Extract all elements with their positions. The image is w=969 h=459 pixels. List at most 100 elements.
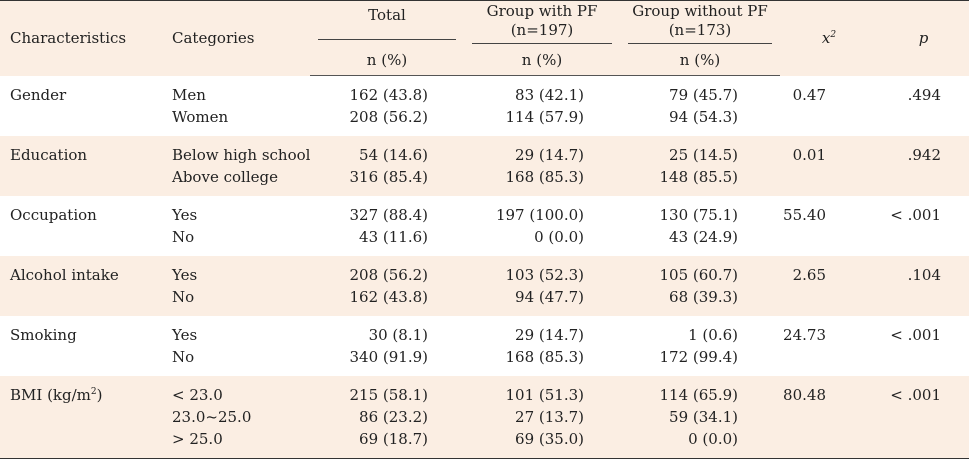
category: Men (172, 85, 206, 104)
category: < 23.0 (172, 386, 223, 404)
categories-cell: Men Women (162, 76, 310, 137)
value: 114 (65.9) (659, 386, 738, 404)
pf-cell: 29 (14.7) 168 (85.3) (464, 136, 620, 196)
value: 114 (57.9) (505, 108, 584, 126)
category: Yes (172, 266, 198, 284)
header-characteristics: Characteristics (0, 0, 162, 76)
category: No (172, 348, 195, 366)
value: 0 (0.0) (534, 228, 584, 246)
header-group-pf-rule (472, 40, 612, 44)
category: Yes (172, 326, 198, 344)
categories-cell: < 23.0 23.0~25.0 > 25.0 (162, 376, 310, 459)
header-total-label: Total (368, 6, 406, 24)
npf-cell: 79 (45.7) 94 (54.3) (620, 76, 780, 137)
value: 101 (51.3) (505, 386, 584, 404)
category: No (172, 228, 195, 246)
value: 86 (23.2) (359, 408, 428, 426)
category: Above college (172, 168, 278, 186)
p-cell: .104 (878, 256, 969, 316)
value: 162 (43.8) (349, 86, 428, 104)
p-cell: .942 (878, 136, 969, 196)
unit-pf: n (%) (464, 45, 620, 76)
pf-cell: 103 (52.3) 94 (47.7) (464, 256, 620, 316)
value: 148 (85.5) (659, 168, 738, 186)
categories-cell: Yes No (162, 196, 310, 256)
value: 69 (35.0) (515, 430, 584, 448)
pf-cell: 197 (100.0) 0 (0.0) (464, 196, 620, 256)
header-total-rule (318, 25, 456, 40)
value: 83 (42.1) (515, 86, 584, 104)
value: 215 (58.1) (349, 386, 428, 404)
chi-cell: 24.73 (783, 326, 826, 344)
npf-cell: 25 (14.5) 148 (85.5) (620, 136, 780, 196)
value: 25 (14.5) (669, 146, 738, 164)
header-group-pf-line1: Group with PF (486, 2, 598, 20)
pf-cell: 83 (42.1) 114 (57.9) (464, 76, 620, 137)
value: 316 (85.4) (349, 168, 428, 186)
p-cell: .494 (907, 85, 941, 104)
npf-cell: 114 (65.9) 59 (34.1) 0 (0.0) (620, 376, 780, 459)
value: 79 (45.7) (669, 86, 738, 104)
total-cell: 215 (58.1) 86 (23.2) 69 (18.7) (310, 376, 464, 459)
value: 197 (100.0) (495, 206, 584, 224)
value: 29 (14.7) (515, 326, 584, 344)
header-chi-square: x2 (780, 0, 878, 76)
table-row: Smoking Yes No 30 (8.1) 340 (91.9) 29 (14.… (0, 316, 969, 376)
value: 340 (91.9) (349, 348, 428, 366)
value: 29 (14.7) (515, 146, 584, 164)
table-row: Occupation Yes No 327 (88.4) 43 (11.6) 197… (0, 196, 969, 256)
header-group-npf-line1: Group without PF (632, 2, 768, 20)
value: 30 (8.1) (368, 326, 428, 344)
p-cell: < .001 (890, 326, 941, 344)
value: 59 (34.1) (669, 408, 738, 426)
unit-total: n (%) (310, 45, 464, 76)
characteristic-cell: Alcohol intake (0, 256, 162, 316)
unit-npf: n (%) (620, 45, 780, 76)
category: > 25.0 (172, 430, 223, 448)
characteristic-cell: Education (0, 136, 162, 196)
value: 103 (52.3) (505, 266, 584, 284)
bmi-sup: 2 (90, 387, 97, 397)
value: 68 (39.3) (669, 288, 738, 306)
header-categories: Categories (162, 0, 310, 76)
value: 27 (13.7) (515, 408, 584, 426)
p-cell: < .001 (878, 376, 969, 459)
npf-cell: 130 (75.1) 43 (24.9) (620, 196, 780, 256)
category: No (172, 288, 195, 306)
total-cell: 162 (43.8) 208 (56.2) (310, 76, 464, 137)
header-group-npf-line2: (n=173) (668, 21, 732, 39)
value: 69 (18.7) (359, 430, 428, 448)
header-unit-row: n (%) n (%) n (%) (0, 45, 969, 76)
header-group-pf: Group with PF (n=197) (464, 0, 620, 45)
value: 54 (14.6) (359, 146, 428, 164)
chi-cell: 80.48 (780, 376, 878, 459)
categories-cell: Yes No (162, 256, 310, 316)
value: 168 (85.3) (505, 168, 584, 186)
total-cell: 30 (8.1) 340 (91.9) (310, 316, 464, 376)
categories-cell: Below high school Above college (162, 136, 310, 196)
header-p: p (878, 0, 969, 76)
total-cell: 208 (56.2) 162 (43.8) (310, 256, 464, 316)
category: Women (172, 107, 229, 126)
value: 208 (56.2) (349, 108, 428, 126)
value: 162 (43.8) (349, 288, 428, 306)
chi-cell: 2.65 (780, 256, 878, 316)
table-row: Education Below high school Above college… (0, 136, 969, 196)
characteristic-cell: Gender (10, 85, 67, 104)
chi-cell: 0.47 (792, 85, 826, 104)
characteristic-cell: Occupation (10, 206, 97, 224)
value: 0 (0.0) (688, 430, 738, 448)
header-chi-sup: 2 (830, 29, 837, 40)
category: Below high school (172, 146, 311, 164)
p-cell: < .001 (890, 206, 941, 224)
characteristic-cell: BMI (kg/m2) (0, 376, 162, 459)
pf-cell: 101 (51.3) 27 (13.7) 69 (35.0) (464, 376, 620, 459)
value: 43 (11.6) (359, 228, 428, 246)
header-chi-base: x (821, 28, 831, 47)
chi-cell: 55.40 (783, 206, 826, 224)
total-cell: 327 (88.4) 43 (11.6) (310, 196, 464, 256)
total-cell: 54 (14.6) 316 (85.4) (310, 136, 464, 196)
header-group-npf-rule (628, 40, 772, 44)
